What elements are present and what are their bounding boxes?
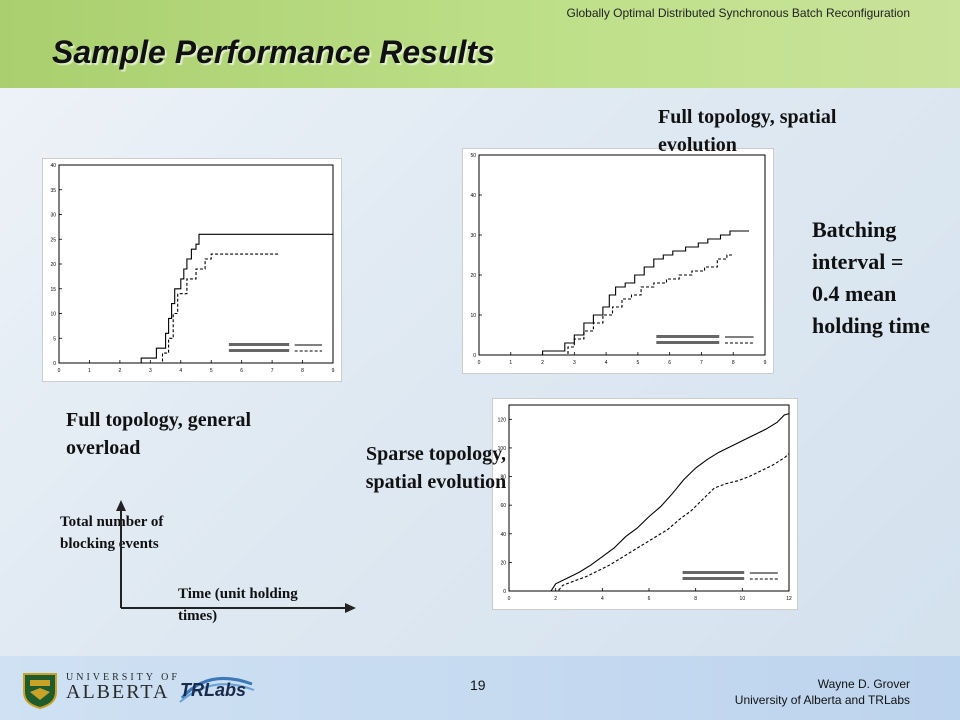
y-arrow-head — [116, 500, 126, 511]
trlabs-wordmark: TRLabs — [180, 680, 247, 700]
x-tick-label: 9 — [332, 368, 335, 374]
y-tick-label: 60 — [500, 503, 506, 509]
chart-full-spatial-svg: 0 10 20 30 40 50 0 1 2 3 4 5 6 7 8 9 — [470, 153, 767, 366]
x-tick-label: 12 — [786, 596, 792, 602]
label-sparse-spatial: Sparse topology, spatial evolution — [365, 443, 507, 493]
chart-sparse-spatial-svg: 0 20 40 60 80 100 120 0 2 4 6 8 10 12 — [498, 404, 792, 602]
axis-desc-x: Time (unit holding times) — [178, 586, 298, 624]
x-tick-label: 4 — [605, 360, 608, 366]
university-crest-icon — [23, 673, 57, 710]
series-line-solid — [59, 233, 333, 364]
plot-frame — [58, 164, 334, 364]
alberta-text: ALBERTA — [66, 681, 170, 703]
y-tick-label: 5 — [53, 336, 56, 342]
legend-entry-text — [656, 335, 720, 338]
x-tick-label: 7 — [271, 368, 274, 374]
y-tick-label: 35 — [50, 188, 56, 194]
x-tick-label: 0 — [478, 360, 481, 366]
x-tick-label: 1 — [88, 368, 91, 374]
legend-entry-text — [656, 341, 720, 344]
y-tick-label: 20 — [470, 273, 476, 279]
y-tick-label: 50 — [470, 153, 476, 159]
label-batching-interval: Batching interval = 0.4 mean holding tim… — [812, 217, 930, 338]
y-tick-label: 20 — [500, 560, 506, 566]
x-tick-label: 1 — [509, 360, 512, 366]
series-line-dashed — [479, 254, 734, 356]
slide-title: Sample Performance Results — [52, 34, 495, 70]
footer-bar — [0, 656, 960, 720]
x-tick-label: 0 — [508, 596, 511, 602]
header-bar: Globally Optimal Distributed Synchronous… — [0, 0, 960, 88]
x-tick-label: 2 — [118, 368, 121, 374]
y-tick-label: 120 — [498, 417, 507, 423]
legend-entry-text — [682, 577, 745, 580]
x-arrow-head — [345, 603, 356, 613]
label-full-spatial: Full topology, spatial evolution — [658, 106, 837, 156]
y-tick-label: 15 — [50, 287, 56, 293]
footer-credits: Wayne D. Grover University of Alberta an… — [735, 676, 910, 708]
x-tick-label: 2 — [554, 596, 557, 602]
x-tick-label: 4 — [179, 368, 182, 374]
y-tick-label: 40 — [500, 532, 506, 538]
y-tick-label: 20 — [50, 262, 56, 268]
legend-entry-text — [228, 343, 290, 346]
x-tick-label: 6 — [668, 360, 671, 366]
legend-entry-text — [682, 571, 745, 574]
x-tick-label: 8 — [301, 368, 304, 374]
presentation-subtitle: Globally Optimal Distributed Synchronous… — [566, 6, 910, 20]
x-tick-label: 10 — [740, 596, 746, 602]
x-tick-label: 3 — [573, 360, 576, 366]
y-tick-label: 25 — [50, 237, 56, 243]
x-tick-label: 3 — [149, 368, 152, 374]
series-line-dashed — [509, 453, 790, 592]
series-line-solid — [479, 230, 750, 356]
university-of-text: UNIVERSITY OF — [66, 672, 180, 683]
chart-full-general: 0 5 10 15 20 25 30 35 40 0 1 2 3 4 5 6 7 8 9 — [42, 158, 342, 382]
x-tick-label: 6 — [240, 368, 243, 374]
x-tick-label: 2 — [541, 360, 544, 366]
y-tick-label: 30 — [50, 213, 56, 219]
x-tick-label: 4 — [601, 596, 604, 602]
university-wordmark: UNIVERSITY OF ALBERTA — [66, 672, 180, 704]
chart-full-general-svg: 0 5 10 15 20 25 30 35 40 0 1 2 3 4 5 6 7 8 9 — [50, 163, 335, 374]
author-name: Wayne D. Grover — [817, 677, 910, 691]
x-tick-label: 5 — [636, 360, 639, 366]
x-tick-label: 5 — [210, 368, 213, 374]
axis-desc-y: Total number of blocking events — [60, 514, 164, 552]
page-number: 19 — [470, 677, 486, 693]
trlabs-logo-icon — [179, 677, 255, 703]
chart-full-spatial: 0 10 20 30 40 50 0 1 2 3 4 5 6 7 8 9 — [462, 148, 774, 374]
x-tick-label: 9 — [764, 360, 767, 366]
axis-legend-arrows — [116, 500, 356, 613]
y-tick-label: 10 — [50, 312, 56, 318]
y-tick-label: 100 — [498, 446, 507, 452]
y-tick-label: 40 — [50, 163, 56, 169]
y-tick-label: 0 — [53, 361, 56, 367]
y-tick-label: 40 — [470, 193, 476, 199]
label-full-general: Full topology, general overload — [66, 409, 251, 459]
series-line-solid — [509, 413, 790, 592]
x-tick-label: 8 — [694, 596, 697, 602]
y-tick-label: 0 — [473, 353, 476, 359]
series-line-dashed — [59, 253, 279, 364]
plot-frame — [478, 154, 766, 356]
x-tick-label: 0 — [58, 368, 61, 374]
x-tick-label: 8 — [732, 360, 735, 366]
chart-sparse-spatial: 0 20 40 60 80 100 120 0 2 4 6 8 10 12 — [492, 398, 798, 610]
legend-entry-text — [228, 349, 290, 352]
y-tick-label: 30 — [470, 233, 476, 239]
y-tick-label: 10 — [470, 313, 476, 319]
plot-frame — [508, 404, 790, 592]
y-tick-label: 0 — [503, 589, 506, 595]
y-tick-label: 80 — [500, 475, 506, 481]
author-affiliation: University of Alberta and TRLabs — [734, 693, 910, 707]
x-tick-label: 6 — [648, 596, 651, 602]
x-tick-label: 7 — [700, 360, 703, 366]
